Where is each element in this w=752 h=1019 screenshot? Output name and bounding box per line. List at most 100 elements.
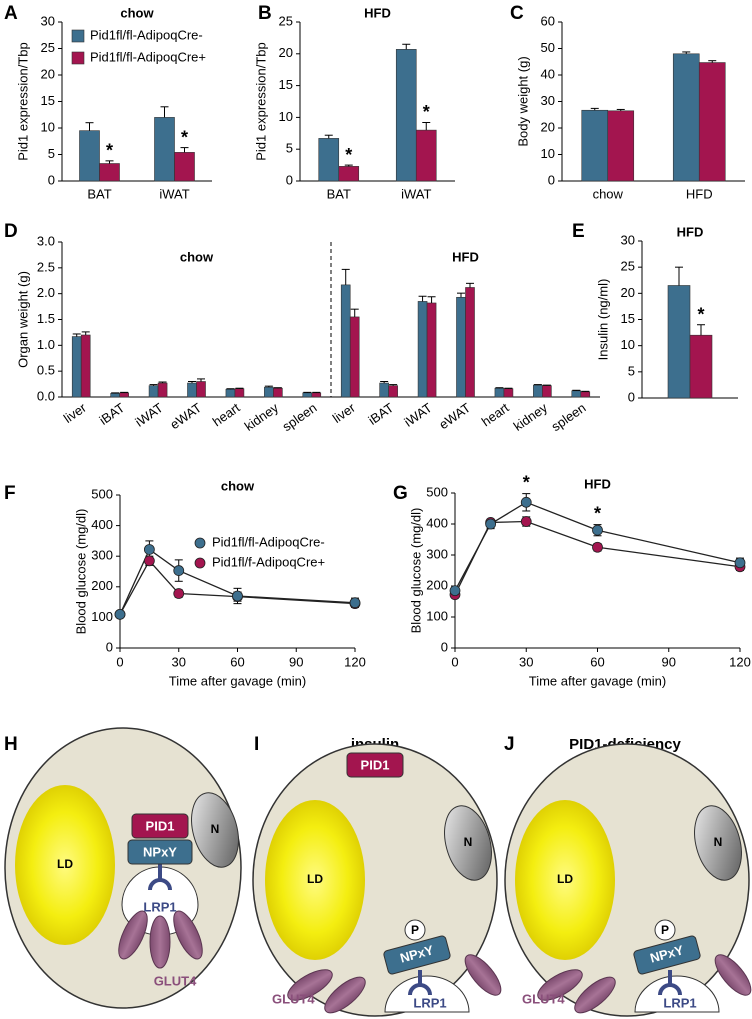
y-tick-label: 10: [621, 337, 635, 352]
phospho: [404, 919, 426, 941]
legend-label: Pid1fl/fl-AdipoqCre-: [90, 27, 203, 42]
cell-diagram: JPID1-deficiencyLDNPNPxYLRP1GLUT4: [504, 734, 752, 1017]
npxy-box: [127, 839, 193, 865]
bar: [79, 130, 100, 182]
bar: [99, 163, 120, 182]
x-tick-label: 60: [590, 654, 604, 669]
bar: [689, 334, 713, 399]
bar: [415, 129, 437, 182]
significance: *: [181, 127, 188, 147]
point: [143, 555, 155, 567]
pocket: [384, 975, 470, 1013]
glut4-label: GLUT4: [154, 973, 197, 988]
lipid-droplet: [515, 800, 615, 960]
y-tick-label: 40: [541, 66, 555, 81]
x-axis-label: Time after gavage (min): [529, 673, 667, 688]
x-tick-label: iWAT: [401, 186, 431, 201]
ld-label: LD: [307, 872, 323, 886]
y-tick-label: 50: [541, 40, 555, 55]
x-tick-label: 0: [451, 654, 458, 669]
y-tick-label: 0.5: [37, 363, 55, 378]
y-tick-label: 500: [426, 484, 448, 499]
bar: [302, 392, 313, 398]
y-tick-label: 0: [628, 389, 635, 404]
x-tick-label: iWAT: [401, 400, 434, 430]
point: [592, 541, 603, 553]
y-tick-label: 20: [41, 66, 55, 81]
x-tick-label: 120: [344, 654, 366, 669]
x-tick-label: kidney: [242, 400, 282, 434]
y-axis-label: Pid1 expression/Tbp: [253, 42, 268, 161]
y-tick-label: 0: [286, 172, 293, 187]
bar: [667, 285, 691, 399]
cell-diagram: Hno insulinLDNPID1NPxYLRP1GLUT4: [4, 727, 242, 1009]
bar: [533, 384, 543, 398]
chart-title: HFD: [584, 476, 611, 491]
glut4: [464, 954, 502, 996]
legend-swatch: [71, 51, 85, 65]
x-tick-label: liver: [330, 400, 359, 426]
y-tick-label: 0.0: [37, 388, 55, 403]
bar: [580, 391, 591, 398]
bar: [157, 382, 168, 398]
bar: [426, 302, 437, 398]
y-tick-label: 15: [41, 93, 55, 108]
panel-letter: E: [572, 221, 585, 242]
x-tick-label: iBAT: [96, 400, 127, 428]
y-tick-label: 1.5: [37, 311, 55, 326]
y-axis-label: Body weight (g): [515, 56, 530, 146]
y-tick-label: 25: [41, 40, 55, 55]
point: [520, 496, 532, 508]
bar: [465, 287, 475, 398]
y-axis-label: Blood glucose (mg/dl): [408, 508, 423, 634]
n-label: N: [211, 822, 220, 836]
y-tick-label: 100: [91, 609, 113, 624]
panel-letter: I: [254, 734, 259, 755]
lrp1-stem: [658, 970, 682, 996]
y-tick-label: 0: [441, 639, 448, 654]
point: [485, 518, 497, 530]
y-tick-label: 300: [426, 546, 448, 561]
bar: [187, 382, 197, 398]
pid1-box: [131, 813, 189, 839]
y-tick-label: 5: [628, 363, 635, 378]
x-tick-label: 30: [172, 654, 186, 669]
x-tick-label: HFD: [686, 186, 713, 201]
y-tick-label: 100: [426, 608, 448, 623]
y-tick-label: 5: [48, 146, 55, 161]
legend-label: Pid1fl/fl-AdipoqCre+: [90, 49, 206, 64]
legend-label: Pid1fl/f-AdipoqCre+: [212, 554, 325, 569]
bar: [264, 386, 274, 398]
y-tick-label: 30: [621, 232, 635, 247]
significance: *: [594, 503, 601, 523]
y-tick-label: 60: [541, 13, 555, 28]
glut4: [149, 915, 171, 969]
glut4: [574, 976, 616, 1014]
x-tick-label: kidney: [511, 400, 551, 434]
pid1-label: PID1: [361, 757, 390, 772]
bar: [225, 388, 236, 398]
panel-letter: C: [510, 3, 524, 24]
x-tick-label: 0: [116, 654, 123, 669]
y-tick-label: 10: [41, 119, 55, 134]
npxy-box: [633, 935, 701, 975]
panel-letter: A: [4, 3, 18, 24]
bar: [234, 388, 245, 398]
phospho: [654, 919, 676, 941]
legend-swatch: [71, 29, 85, 43]
y-tick-label: 200: [91, 578, 113, 593]
panel-letter: G: [393, 483, 408, 504]
glut4: [324, 976, 366, 1014]
x-tick-label: 120: [729, 654, 751, 669]
y-tick-label: 15: [279, 77, 293, 92]
point: [232, 590, 243, 602]
significance: *: [106, 141, 113, 161]
pid1-box: [346, 752, 404, 778]
y-axis-label: Organ weight (g): [15, 271, 30, 368]
nucleus: [191, 792, 239, 868]
x-tick-label: spleen: [548, 400, 588, 434]
point: [114, 608, 126, 620]
y-tick-label: 30: [541, 93, 555, 108]
nucleus: [444, 805, 492, 881]
y-tick-label: 25: [621, 259, 635, 274]
